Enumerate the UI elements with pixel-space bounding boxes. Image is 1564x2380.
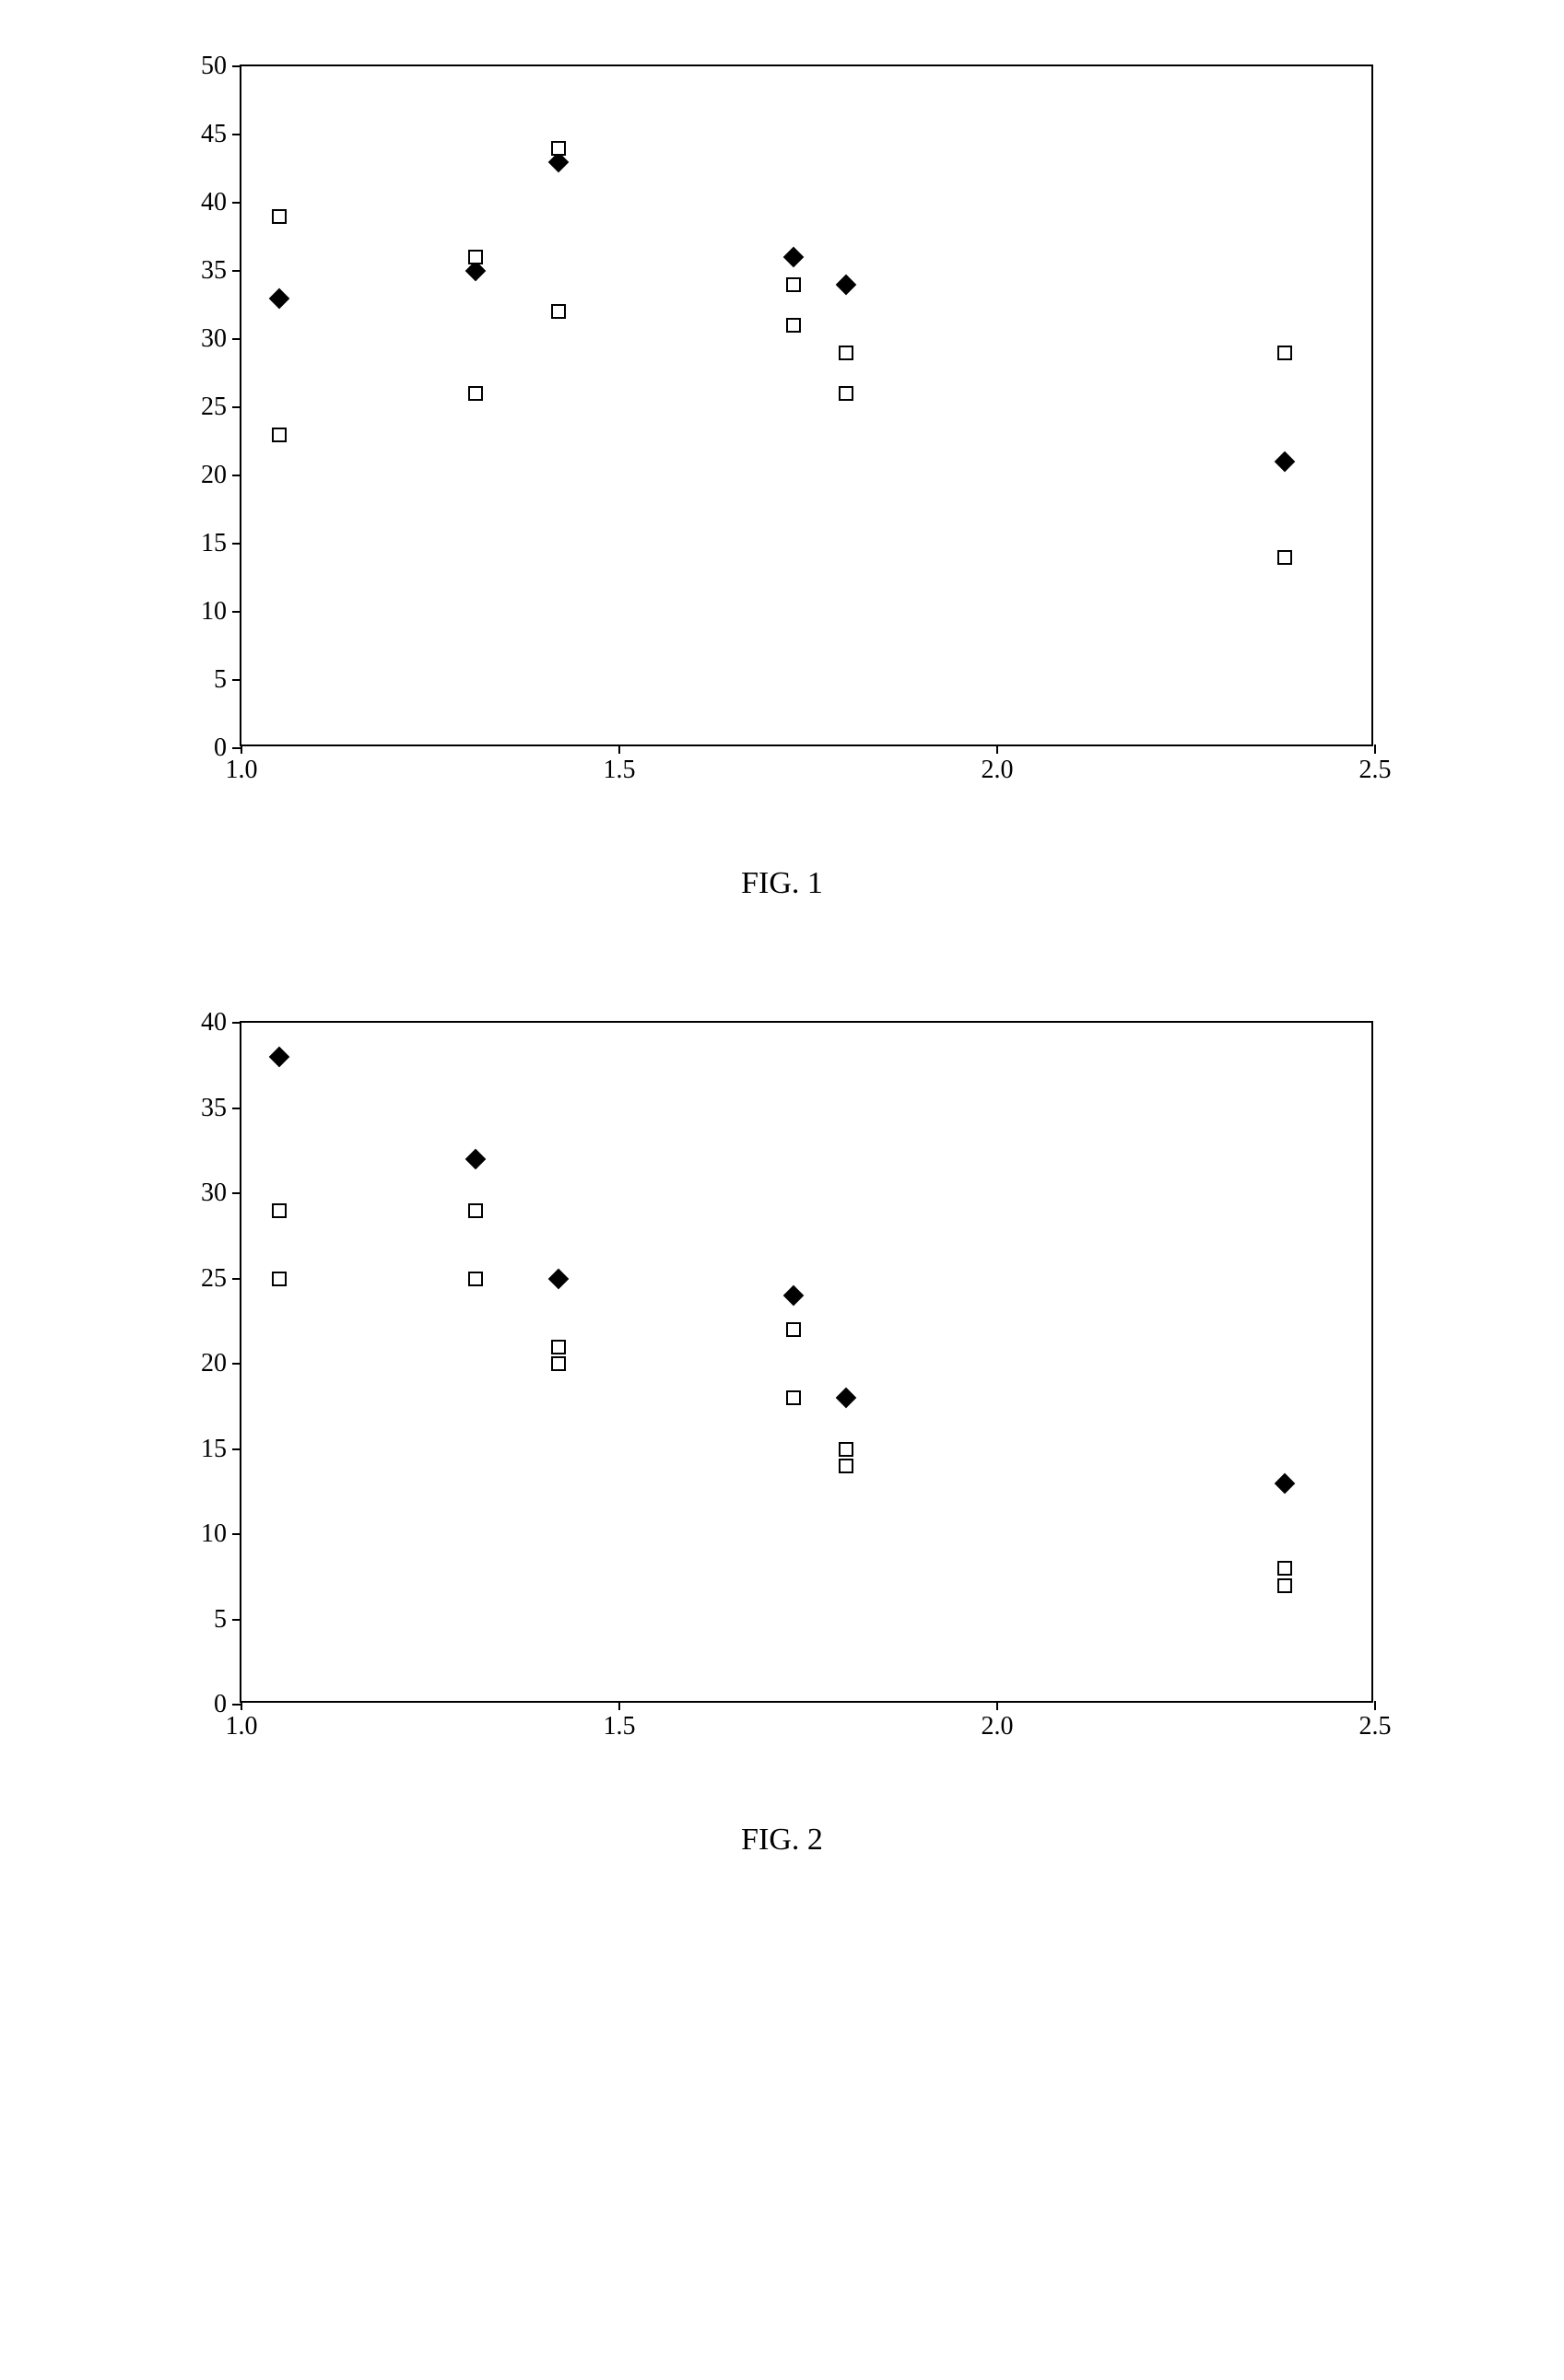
data-point-series-b bbox=[839, 1442, 853, 1457]
data-point-series-b bbox=[468, 1203, 483, 1218]
y-tick-mark bbox=[232, 406, 241, 408]
x-tick-mark bbox=[241, 1701, 242, 1710]
data-point-series-b bbox=[468, 386, 483, 401]
data-point-series-b bbox=[786, 1390, 801, 1405]
data-point-series-b bbox=[551, 1356, 566, 1371]
y-tick-mark bbox=[232, 611, 241, 613]
y-tick-label: 20 bbox=[201, 1349, 227, 1378]
y-tick-label: 25 bbox=[201, 393, 227, 422]
x-tick-mark bbox=[996, 744, 998, 754]
data-point-series-b bbox=[551, 141, 566, 156]
x-tick-mark bbox=[996, 1701, 998, 1710]
y-tick-mark bbox=[232, 475, 241, 476]
data-point-series-b bbox=[272, 209, 287, 224]
x-tick-mark bbox=[618, 744, 620, 754]
y-tick-mark bbox=[232, 134, 241, 135]
data-point-series-a bbox=[782, 247, 804, 268]
y-tick-mark bbox=[232, 1108, 241, 1109]
data-point-series-a bbox=[269, 287, 290, 309]
y-tick-mark bbox=[232, 202, 241, 204]
y-tick-label: 5 bbox=[214, 665, 227, 695]
figure-2-caption: FIG. 2 bbox=[166, 1823, 1398, 1858]
x-tick-label: 1.5 bbox=[604, 1712, 636, 1741]
y-tick-label: 5 bbox=[214, 1605, 227, 1635]
data-point-series-a bbox=[1274, 451, 1295, 473]
y-tick-mark bbox=[232, 543, 241, 545]
y-tick-mark bbox=[232, 1278, 241, 1280]
x-tick-label: 1.5 bbox=[604, 756, 636, 785]
x-tick-label: 2.5 bbox=[1359, 756, 1392, 785]
y-tick-label: 40 bbox=[201, 188, 227, 217]
data-point-series-b bbox=[468, 1272, 483, 1286]
x-tick-label: 2.5 bbox=[1359, 1712, 1392, 1741]
x-tick-mark bbox=[1374, 744, 1376, 754]
y-tick-label: 45 bbox=[201, 120, 227, 149]
y-tick-mark bbox=[232, 1533, 241, 1535]
x-tick-mark bbox=[618, 1701, 620, 1710]
figure-2: 05101520253035401.01.52.02.5 FIG. 2 bbox=[166, 1012, 1398, 1858]
y-tick-mark bbox=[232, 65, 241, 67]
data-point-series-b bbox=[839, 386, 853, 401]
data-point-series-b bbox=[1277, 1561, 1292, 1576]
fig2-plot-area: 05101520253035401.01.52.02.5 bbox=[240, 1021, 1373, 1703]
x-tick-label: 2.0 bbox=[982, 1712, 1014, 1741]
y-tick-label: 10 bbox=[201, 597, 227, 627]
y-tick-label: 35 bbox=[201, 1094, 227, 1123]
figure-2-chart: 05101520253035401.01.52.02.5 bbox=[166, 1012, 1382, 1758]
y-tick-mark bbox=[232, 1619, 241, 1621]
y-tick-label: 15 bbox=[201, 1435, 227, 1464]
y-tick-mark bbox=[232, 338, 241, 340]
y-tick-label: 20 bbox=[201, 461, 227, 490]
data-point-series-b bbox=[786, 277, 801, 292]
y-tick-label: 40 bbox=[201, 1008, 227, 1038]
data-point-series-a bbox=[269, 1047, 290, 1068]
data-point-series-a bbox=[548, 1268, 570, 1289]
data-point-series-a bbox=[836, 274, 857, 295]
y-tick-label: 30 bbox=[201, 324, 227, 354]
y-tick-label: 25 bbox=[201, 1264, 227, 1294]
y-tick-label: 50 bbox=[201, 52, 227, 81]
data-point-series-b bbox=[272, 1203, 287, 1218]
data-point-series-a bbox=[1274, 1472, 1295, 1494]
y-tick-mark bbox=[232, 679, 241, 681]
data-point-series-b bbox=[272, 428, 287, 442]
y-tick-mark bbox=[232, 1363, 241, 1365]
y-tick-mark bbox=[232, 270, 241, 272]
page: 051015202530354045501.01.52.02.5 FIG. 1 … bbox=[0, 0, 1564, 2079]
data-point-series-b bbox=[1277, 346, 1292, 360]
data-point-series-b bbox=[1277, 1578, 1292, 1593]
y-tick-label: 15 bbox=[201, 529, 227, 558]
x-tick-mark bbox=[1374, 1701, 1376, 1710]
y-tick-mark bbox=[232, 1192, 241, 1194]
x-tick-label: 2.0 bbox=[982, 756, 1014, 785]
x-tick-label: 1.0 bbox=[226, 756, 258, 785]
figure-1: 051015202530354045501.01.52.02.5 FIG. 1 bbox=[166, 55, 1398, 901]
y-tick-mark bbox=[232, 1022, 241, 1024]
data-point-series-b bbox=[551, 304, 566, 319]
data-point-series-a bbox=[836, 1388, 857, 1409]
data-point-series-a bbox=[465, 1149, 487, 1170]
data-point-series-b bbox=[839, 346, 853, 360]
x-tick-label: 1.0 bbox=[226, 1712, 258, 1741]
figure-1-chart: 051015202530354045501.01.52.02.5 bbox=[166, 55, 1382, 802]
data-point-series-b bbox=[786, 318, 801, 333]
data-point-series-b bbox=[839, 1459, 853, 1473]
x-tick-mark bbox=[241, 744, 242, 754]
data-point-series-b bbox=[272, 1272, 287, 1286]
y-tick-label: 35 bbox=[201, 256, 227, 286]
y-tick-label: 10 bbox=[201, 1519, 227, 1549]
y-tick-mark bbox=[232, 1448, 241, 1450]
data-point-series-b bbox=[1277, 550, 1292, 565]
figure-1-caption: FIG. 1 bbox=[166, 866, 1398, 901]
y-tick-label: 30 bbox=[201, 1178, 227, 1208]
data-point-series-a bbox=[782, 1285, 804, 1307]
data-point-series-b bbox=[468, 250, 483, 264]
data-point-series-b bbox=[551, 1340, 566, 1354]
fig1-plot-area: 051015202530354045501.01.52.02.5 bbox=[240, 64, 1373, 746]
data-point-series-b bbox=[786, 1322, 801, 1337]
